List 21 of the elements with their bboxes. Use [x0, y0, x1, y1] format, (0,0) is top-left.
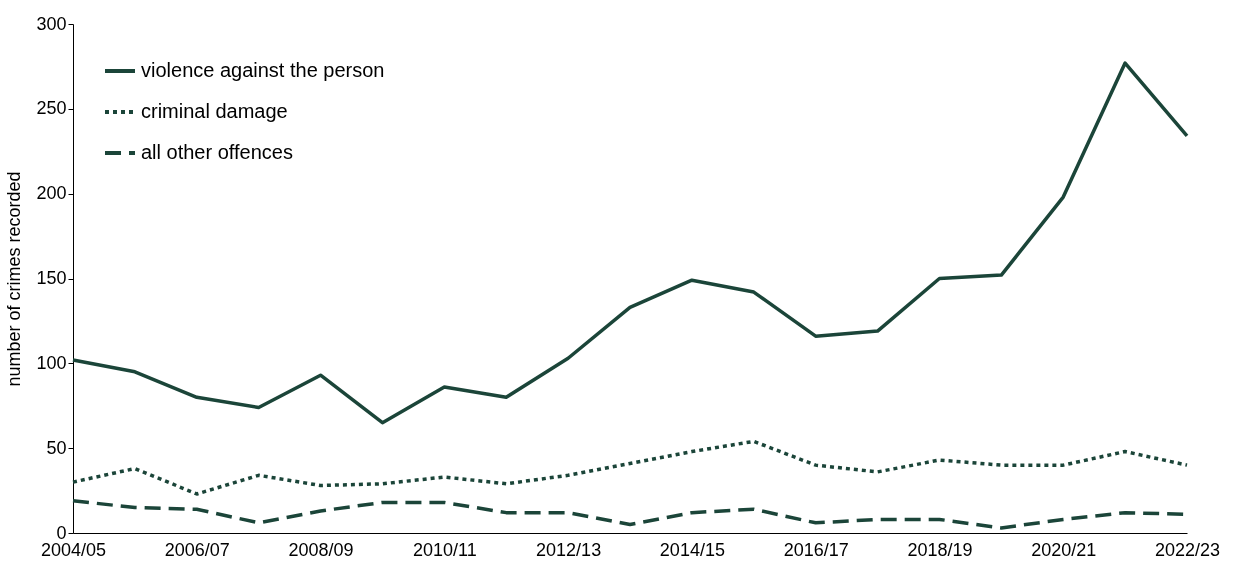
y-tick-label: 100 — [36, 352, 67, 373]
legend-label: all other offences — [141, 141, 293, 163]
line-series — [71, 61, 1189, 425]
x-tick-label: 2018/19 — [907, 539, 973, 560]
y-tick-label: 250 — [36, 98, 67, 119]
y-tick-label: 150 — [36, 268, 67, 288]
legend-label: criminal damage — [141, 100, 288, 122]
y-tick-label: 300 — [36, 13, 67, 34]
x-tick-label: 2008/09 — [288, 539, 354, 560]
y-tick-label: 200 — [36, 183, 67, 204]
x-tick-label: 2022/23 — [1154, 539, 1221, 560]
line-series — [71, 439, 1189, 496]
x-tick-label: 2010/11 — [412, 539, 477, 560]
x-tick-label: 2012/13 — [536, 539, 602, 560]
x-tick-label: 2014/15 — [659, 539, 725, 560]
x-tick-label: 2020/21 — [1031, 539, 1097, 560]
y-axis-title: number of crimes recorded — [4, 171, 25, 387]
x-tick-label: 2016/17 — [783, 539, 849, 560]
x-tick-label: 2006/07 — [164, 539, 230, 560]
y-tick-label: 50 — [46, 437, 67, 458]
legend-label: violence against the person — [141, 59, 385, 81]
